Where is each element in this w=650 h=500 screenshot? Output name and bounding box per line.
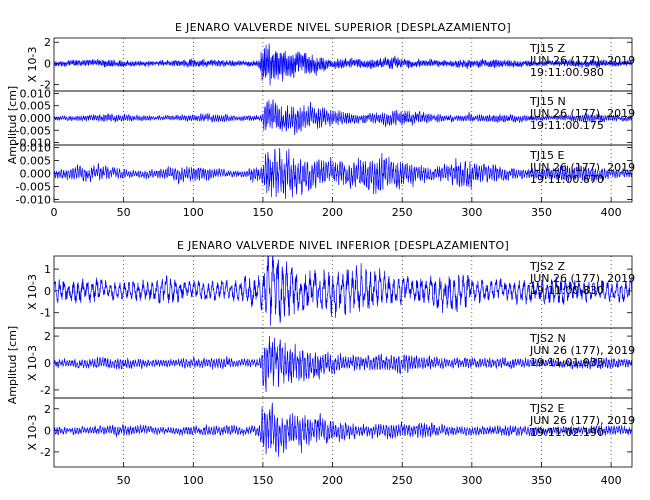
record-date: JUN 26 (177), 2019 <box>529 272 635 285</box>
y-tick-label: -2 <box>40 79 51 92</box>
x-tick-label: 150 <box>252 206 273 219</box>
station-label: TJS2 N <box>529 332 566 345</box>
station-label: TJS2 Z <box>529 260 565 273</box>
y-tick-label: -0.005 <box>16 124 51 137</box>
station-label: TJ15 N <box>529 95 566 108</box>
seismogram-trace-tj15-n <box>53 99 633 135</box>
chart-title: E JENARO VALVERDE NIVEL INFERIOR [DESPLA… <box>177 239 509 252</box>
seismogram-trace-tj15-z <box>53 43 633 86</box>
y-tick-label: 0.000 <box>20 112 52 125</box>
scale-factor-label: X 10-3 <box>26 47 39 83</box>
y-tick-label: 0.010 <box>20 142 52 155</box>
record-date: JUN 26 (177), 2019 <box>529 414 635 427</box>
scale-factor-label: X 10-3 <box>26 415 39 451</box>
station-label: TJ15 E <box>529 149 564 162</box>
y-tick-label: 0.010 <box>20 87 52 100</box>
record-time: 19:11:02.190 <box>530 426 604 439</box>
record-time: 19:11:00.830 <box>530 284 604 297</box>
y-axis-label: Amplitud [cm] <box>6 86 19 164</box>
y-tick-label: -2 <box>40 384 51 397</box>
x-tick-label: 50 <box>117 474 131 487</box>
record-time: 19:11:00.670 <box>530 173 604 186</box>
y-tick-label: -0.010 <box>16 137 51 150</box>
seismogram-trace-tjs2-e <box>53 402 633 457</box>
record-date: JUN 26 (177), 2019 <box>529 107 635 120</box>
y-tick-label: 1 <box>44 263 51 276</box>
x-tick-label: 100 <box>183 474 204 487</box>
x-tick-label: 100 <box>183 206 204 219</box>
chart-title: E JENARO VALVERDE NIVEL SUPERIOR [DESPLA… <box>175 21 511 34</box>
x-tick-label: 50 <box>117 206 131 219</box>
y-tick-label: 0.005 <box>20 155 52 168</box>
scale-factor-label: X 10-3 <box>26 345 39 381</box>
x-tick-label: 300 <box>461 474 482 487</box>
x-tick-label: 200 <box>322 206 343 219</box>
y-tick-label: -0.005 <box>16 180 51 193</box>
record-time: 19:11:00.980 <box>530 66 604 79</box>
x-tick-label: 0 <box>51 206 58 219</box>
x-tick-label: 200 <box>322 474 343 487</box>
y-tick-label: 2 <box>44 330 51 343</box>
x-tick-label: 400 <box>601 206 622 219</box>
x-tick-label: 350 <box>531 474 552 487</box>
record-date: JUN 26 (177), 2019 <box>529 344 635 357</box>
y-tick-label: 2 <box>44 36 51 49</box>
x-tick-label: 150 <box>252 474 273 487</box>
panel-frame <box>53 397 633 468</box>
y-tick-label: -0.010 <box>16 193 51 206</box>
x-tick-label: 250 <box>392 206 413 219</box>
x-tick-label: 250 <box>392 474 413 487</box>
record-date: JUN 26 (177), 2019 <box>529 161 635 174</box>
station-label: TJ15 Z <box>529 42 565 55</box>
x-tick-label: 350 <box>531 206 552 219</box>
y-tick-label: 0 <box>44 57 51 70</box>
y-tick-label: -2 <box>40 446 51 459</box>
seismogram-trace-tjs2-z <box>53 255 632 326</box>
seismogram-trace-tj15-e <box>53 147 633 200</box>
record-date: JUN 26 (177), 2019 <box>529 54 635 67</box>
seismogram-trace-tjs2-n <box>53 335 632 393</box>
y-tick-label: 0 <box>44 285 51 298</box>
x-tick-label: 400 <box>601 474 622 487</box>
y-tick-label: 0 <box>44 357 51 370</box>
station-label: TJS2 E <box>529 402 564 415</box>
y-tick-label: 0 <box>44 424 51 437</box>
scale-factor-label: X 10-3 <box>26 274 39 310</box>
y-tick-label: 0.005 <box>20 100 52 113</box>
y-tick-label: 0.000 <box>20 168 52 181</box>
y-tick-label: -1 <box>40 307 51 320</box>
record-time: 19:11:00.175 <box>530 119 604 132</box>
y-axis-label: Amplitud [cm] <box>6 326 19 404</box>
x-tick-label: 300 <box>461 206 482 219</box>
y-tick-label: 2 <box>44 403 51 416</box>
record-time: 19:11:01.935 <box>530 356 604 369</box>
